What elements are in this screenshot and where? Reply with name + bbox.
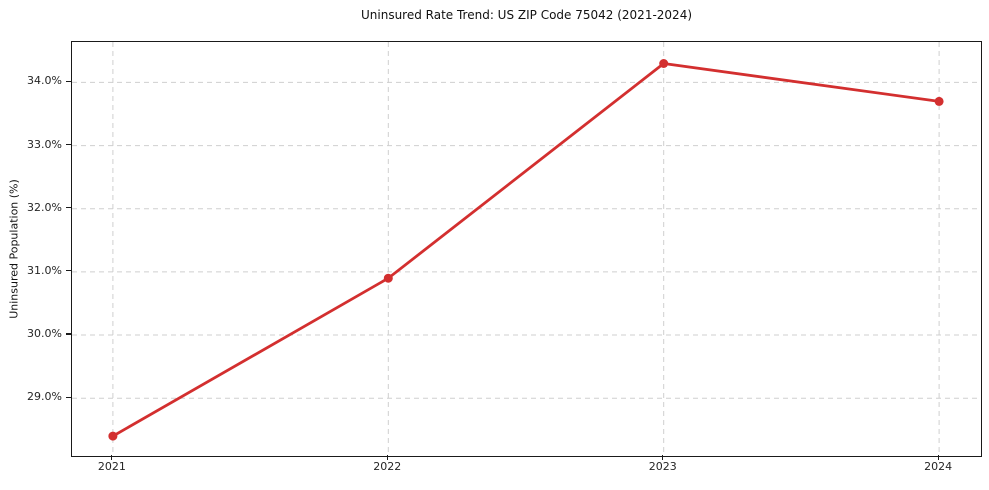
y-tick-label: 29.0% <box>27 390 62 404</box>
chart-title: Uninsured Rate Trend: US ZIP Code 75042 … <box>360 8 693 22</box>
y-tick-mark <box>66 80 71 82</box>
x-tick-label: 2022 <box>373 460 402 473</box>
x-tick-mark <box>662 455 664 460</box>
y-tick-mark <box>66 333 71 335</box>
y-tick-mark <box>66 143 71 146</box>
x-tick-mark <box>111 455 113 460</box>
x-tick-mark <box>937 455 939 460</box>
y-tick-mark <box>66 207 71 209</box>
y-tick-mark <box>66 396 71 398</box>
line-chart-svg <box>72 42 980 455</box>
y-tick-label: 33.0% <box>27 137 62 151</box>
x-tick-mark <box>386 455 388 460</box>
y-tick-mark <box>66 270 71 272</box>
y-tick-label: 30.0% <box>27 327 62 340</box>
x-tick-label: 2021 <box>97 460 126 473</box>
y-tick-label: 31.0% <box>27 263 62 277</box>
x-tick-label: 2024 <box>924 460 953 473</box>
y-tick-label: 32.0% <box>27 200 62 214</box>
x-tick-label: 2023 <box>648 460 677 473</box>
y-tick-label: 34.0% <box>27 74 62 88</box>
plot-area <box>71 41 982 457</box>
